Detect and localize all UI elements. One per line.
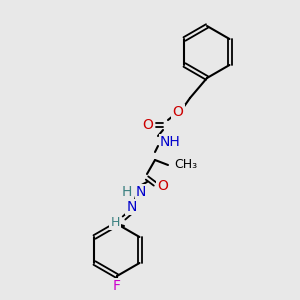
Text: O: O — [158, 179, 168, 193]
Text: N: N — [127, 200, 137, 214]
Text: O: O — [172, 105, 183, 119]
Text: F: F — [113, 279, 121, 293]
Text: H: H — [111, 215, 120, 229]
Text: NH: NH — [160, 135, 181, 149]
Text: H: H — [122, 185, 132, 199]
Text: O: O — [142, 118, 153, 132]
Text: CH₃: CH₃ — [174, 158, 197, 172]
Text: N: N — [136, 185, 146, 199]
